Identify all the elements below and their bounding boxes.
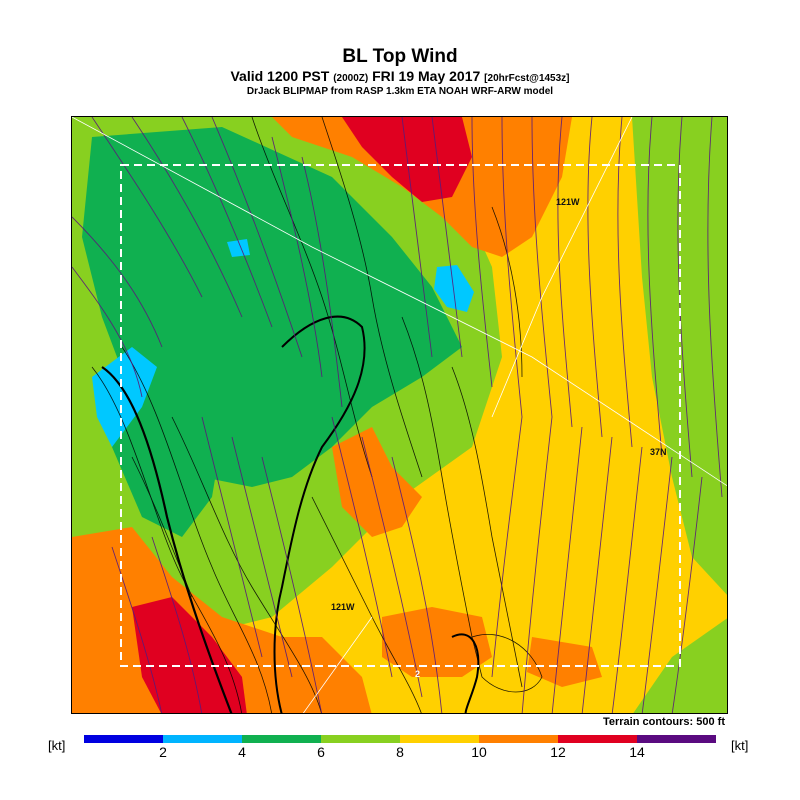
colorbar-tick-label: 14 <box>629 744 645 760</box>
valid-main: Valid 1200 PST <box>230 68 330 84</box>
colorbar-segment <box>637 735 716 743</box>
field-red-bottom-left <box>132 597 247 713</box>
valid-date: FRI 19 May 2017 <box>372 68 481 84</box>
field-orange-bottom-center <box>382 607 492 677</box>
bay-outline <box>451 633 480 713</box>
forecast-info: [20hrFcst@1453z] <box>484 73 570 84</box>
colorbar-segment <box>163 735 243 743</box>
colorbar-segment <box>321 735 401 743</box>
colorbar-unit-left: [kt] <box>48 738 66 753</box>
field-cyan-3 <box>227 239 250 257</box>
colorbar-tick-label: 8 <box>396 744 404 760</box>
field-orange-bottom-right <box>527 637 602 687</box>
colorbar-svg <box>84 735 716 743</box>
model-credit: DrJack BLIPMAP from RASP 1.3km ETA NOAH … <box>246 86 554 97</box>
colorbar-ticks: 2 4 6 8 10 12 14 <box>84 744 716 764</box>
wind-field-svg <box>72 117 727 713</box>
ridge-line <box>273 315 366 713</box>
inner-domain-boundary <box>120 164 681 667</box>
colorbar-segment <box>242 735 322 743</box>
colorbar-tick-label: 6 <box>317 744 325 760</box>
label-contour: 2 <box>415 669 421 679</box>
colorbar-unit-right: [kt] <box>731 738 749 753</box>
map-title: BL Top Wind <box>342 46 458 67</box>
field-cyan-1 <box>434 265 474 312</box>
field-green-right <box>632 117 727 595</box>
colorbar <box>84 735 716 743</box>
coastline <box>101 366 233 713</box>
colorbar-tick-label: 10 <box>471 744 487 760</box>
reference-lines <box>72 117 727 713</box>
colorbar-tick-label: 4 <box>238 744 246 760</box>
label-lon-top: 121W <box>556 197 580 207</box>
colorbar-segment <box>558 735 638 743</box>
colorbar-tick-label: 2 <box>159 744 167 760</box>
colorbar-tick-label: 12 <box>550 744 566 760</box>
label-lat-right: 37N <box>650 447 667 457</box>
label-lon-bottom: 121W <box>331 602 355 612</box>
terrain-contours <box>91 117 543 713</box>
colorbar-segment <box>479 735 559 743</box>
colorbar-segment <box>400 735 480 743</box>
wind-map: 121W 121W 37N 2 <box>71 116 728 714</box>
colorbar-segment <box>84 735 164 743</box>
valid-time-line: Valid 1200 PST (2000Z) FRI 19 May 2017 [… <box>0 68 800 84</box>
valid-zulu: (2000Z) <box>333 73 369 84</box>
terrain-note: Terrain contours: 500 ft <box>602 716 725 728</box>
